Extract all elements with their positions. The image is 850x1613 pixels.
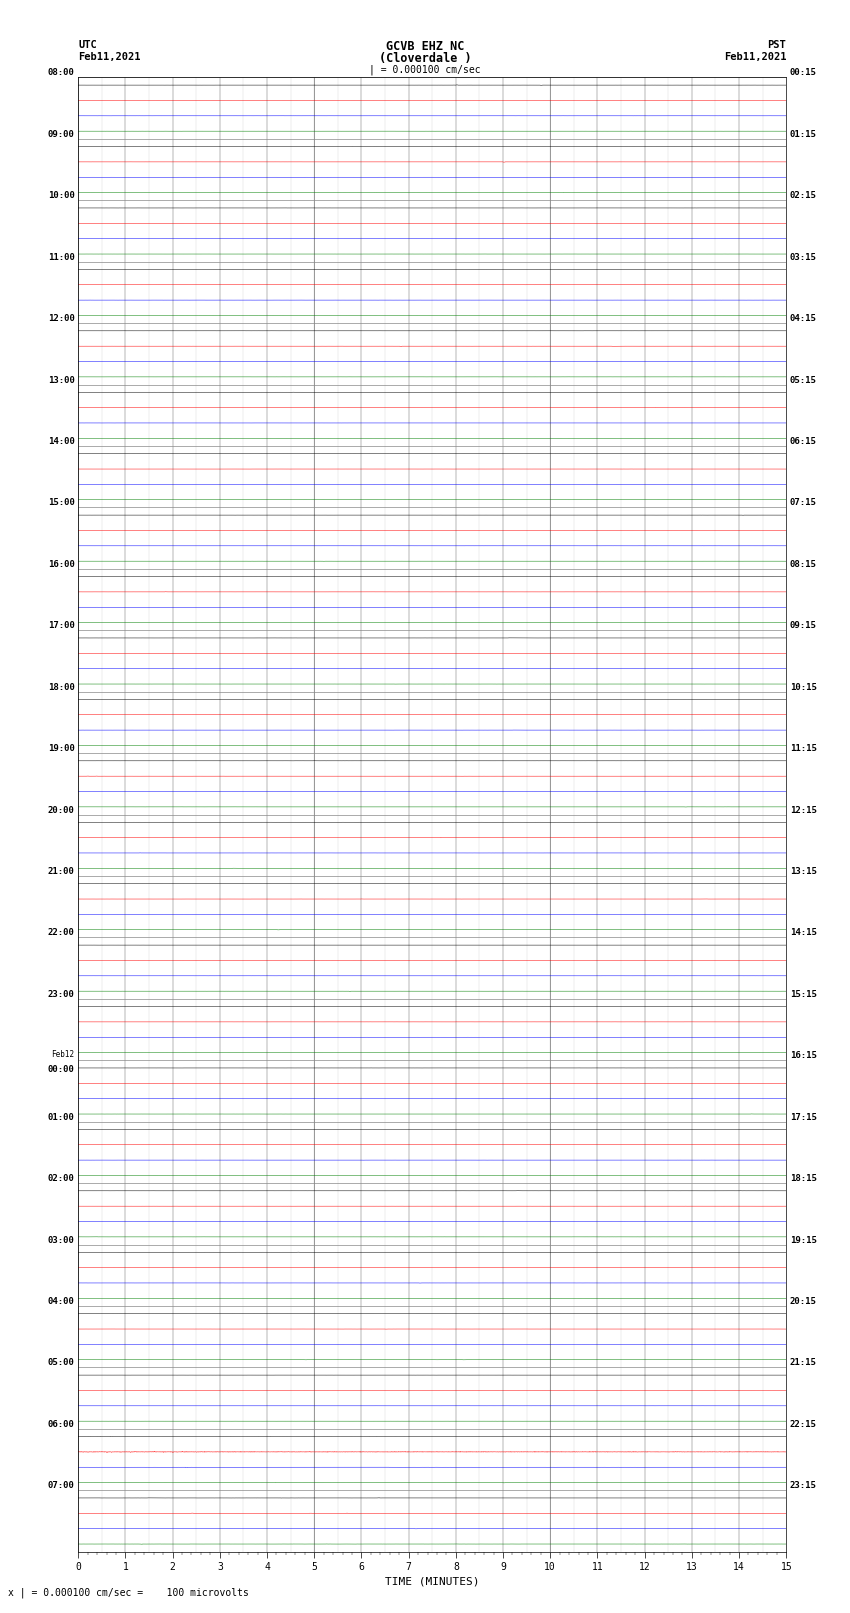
Text: 07:15: 07:15 (790, 498, 817, 508)
Text: x | = 0.000100 cm/sec =    100 microvolts: x | = 0.000100 cm/sec = 100 microvolts (8, 1587, 249, 1598)
Text: 05:15: 05:15 (790, 376, 817, 384)
Text: 20:15: 20:15 (790, 1297, 817, 1307)
Text: 15:00: 15:00 (48, 498, 75, 508)
Text: | = 0.000100 cm/sec: | = 0.000100 cm/sec (369, 65, 481, 76)
Text: 03:00: 03:00 (48, 1236, 75, 1245)
Text: 10:15: 10:15 (790, 682, 817, 692)
Text: 19:15: 19:15 (790, 1236, 817, 1245)
Text: (Cloverdale ): (Cloverdale ) (379, 52, 471, 65)
Text: 01:15: 01:15 (790, 131, 817, 139)
Text: 15:15: 15:15 (790, 990, 817, 998)
Text: 04:15: 04:15 (790, 315, 817, 323)
Text: 00:00: 00:00 (48, 1065, 75, 1074)
Text: 23:00: 23:00 (48, 990, 75, 998)
Text: 11:15: 11:15 (790, 744, 817, 753)
Text: 11:00: 11:00 (48, 253, 75, 261)
Text: 14:00: 14:00 (48, 437, 75, 447)
X-axis label: TIME (MINUTES): TIME (MINUTES) (385, 1576, 479, 1586)
Text: 08:00: 08:00 (48, 68, 75, 77)
Text: 04:00: 04:00 (48, 1297, 75, 1307)
Text: 19:00: 19:00 (48, 744, 75, 753)
Text: 12:15: 12:15 (790, 805, 817, 815)
Text: 01:00: 01:00 (48, 1113, 75, 1121)
Text: 16:15: 16:15 (790, 1052, 817, 1060)
Text: 14:15: 14:15 (790, 929, 817, 937)
Text: 08:15: 08:15 (790, 560, 817, 569)
Text: 07:00: 07:00 (48, 1481, 75, 1490)
Text: 09:15: 09:15 (790, 621, 817, 631)
Text: 05:00: 05:00 (48, 1358, 75, 1368)
Text: GCVB EHZ NC: GCVB EHZ NC (386, 40, 464, 53)
Text: UTC: UTC (78, 40, 97, 50)
Text: Feb11,2021: Feb11,2021 (723, 52, 786, 61)
Text: 06:00: 06:00 (48, 1419, 75, 1429)
Text: 12:00: 12:00 (48, 315, 75, 323)
Text: 13:00: 13:00 (48, 376, 75, 384)
Text: 16:00: 16:00 (48, 560, 75, 569)
Text: 02:15: 02:15 (790, 192, 817, 200)
Text: Feb11,2021: Feb11,2021 (78, 52, 141, 61)
Text: 18:00: 18:00 (48, 682, 75, 692)
Text: 10:00: 10:00 (48, 192, 75, 200)
Text: 18:15: 18:15 (790, 1174, 817, 1184)
Text: Feb12: Feb12 (52, 1050, 75, 1058)
Text: 13:15: 13:15 (790, 868, 817, 876)
Text: 22:15: 22:15 (790, 1419, 817, 1429)
Text: 00:15: 00:15 (790, 68, 817, 77)
Text: PST: PST (768, 40, 786, 50)
Text: 23:15: 23:15 (790, 1481, 817, 1490)
Text: 21:00: 21:00 (48, 868, 75, 876)
Text: 22:00: 22:00 (48, 929, 75, 937)
Text: 03:15: 03:15 (790, 253, 817, 261)
Text: 20:00: 20:00 (48, 805, 75, 815)
Text: 17:15: 17:15 (790, 1113, 817, 1121)
Text: 06:15: 06:15 (790, 437, 817, 447)
Text: 02:00: 02:00 (48, 1174, 75, 1184)
Text: 09:00: 09:00 (48, 131, 75, 139)
Text: 21:15: 21:15 (790, 1358, 817, 1368)
Text: 17:00: 17:00 (48, 621, 75, 631)
